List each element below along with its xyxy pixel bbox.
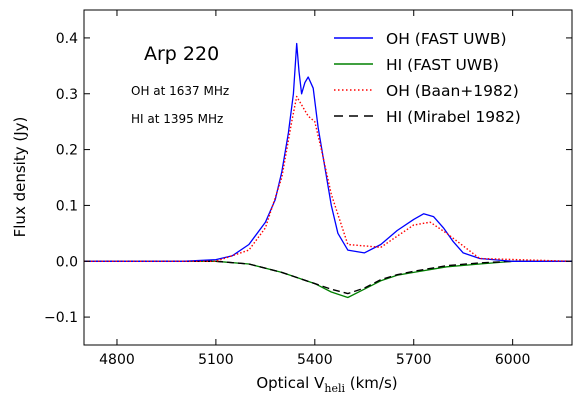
series-line-0 <box>84 42 572 262</box>
y-axis-label: Flux density (Jy) <box>11 117 29 238</box>
x-axis-label: Optical Vheli (km/s) <box>256 374 397 395</box>
legend-label-2: OH (Baan+1982) <box>386 82 519 100</box>
y-tick-label: 0.3 <box>56 87 78 103</box>
plot-frame <box>83 9 573 346</box>
x-axis-label-main: Optical V <box>256 374 325 392</box>
x-tick-label: 5700 <box>396 352 432 368</box>
legend-label-0: OH (FAST UWB) <box>386 30 507 48</box>
legend-label-3: HI (Mirabel 1982) <box>386 108 521 126</box>
y-tick-label: −0.1 <box>44 310 78 326</box>
series-layer <box>84 42 573 299</box>
ticks-layer: 4800 5100 5400 5700 6000 −0.1 0.0 0.1 0.2 0.3 0.4 <box>44 10 572 368</box>
y-tick-label: 0.1 <box>56 198 78 214</box>
annotation-name: Arp 220 <box>144 43 219 65</box>
annotation-line2: HI at 1395 MHz <box>131 112 223 126</box>
annotation-line1: OH at 1637 MHz <box>131 84 229 98</box>
y-tick-label: 0.2 <box>56 143 78 159</box>
x-tick-label: 6000 <box>495 352 531 368</box>
series-line-2 <box>84 95 573 262</box>
x-tick-label: 4800 <box>99 352 135 368</box>
y-tick-label: 0.0 <box>56 254 78 270</box>
series-line-3 <box>84 260 572 295</box>
x-tick-label: 5400 <box>297 352 333 368</box>
series-line-1 <box>84 260 572 299</box>
legend-label-1: HI (FAST UWB) <box>386 56 499 74</box>
legend: OH (FAST UWB) HI (FAST UWB) OH (Baan+1982)… <box>334 30 521 126</box>
x-tick-label: 5100 <box>198 352 234 368</box>
x-axis-label-subscript: heli <box>324 382 345 395</box>
y-tick-label: 0.4 <box>56 31 78 47</box>
x-axis-label-unit: (km/s) <box>345 374 398 392</box>
